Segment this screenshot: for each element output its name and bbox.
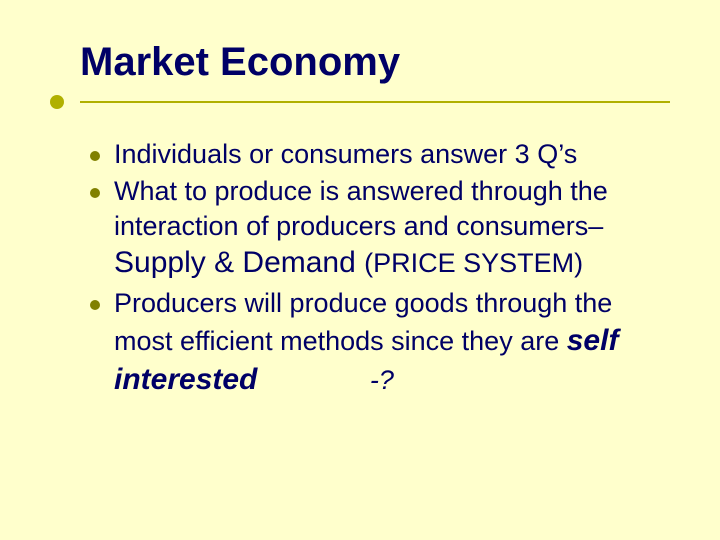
supply-demand-paren: (PRICE SYSTEM) xyxy=(364,248,583,278)
bullet-item: What to produce is answered through the … xyxy=(90,174,660,244)
bullet3-spacer xyxy=(257,365,370,395)
bullet-text: What to produce is answered through the … xyxy=(114,174,660,244)
bullet3-trailing: -? xyxy=(370,365,394,395)
slide-title: Market Economy xyxy=(80,40,670,85)
rule-line xyxy=(80,101,670,103)
bullet-text: Producers will produce goods through the… xyxy=(114,286,660,399)
title-rule xyxy=(50,95,670,109)
bullet3-lead: Producers will produce goods through the… xyxy=(114,288,612,356)
supply-demand-line: Supply & Demand (PRICE SYSTEM) xyxy=(114,246,660,280)
bullet-item: Producers will produce goods through the… xyxy=(90,286,660,399)
bullet-icon xyxy=(90,300,100,310)
bullet-icon xyxy=(90,188,100,198)
slide-body: Individuals or consumers answer 3 Q’s Wh… xyxy=(90,137,660,399)
bullet-item: Individuals or consumers answer 3 Q’s xyxy=(90,137,660,172)
rule-dot-icon xyxy=(50,95,64,109)
bullet-text: Individuals or consumers answer 3 Q’s xyxy=(114,137,577,172)
supply-demand-main: Supply & Demand xyxy=(114,246,364,279)
bullet-icon xyxy=(90,151,100,161)
